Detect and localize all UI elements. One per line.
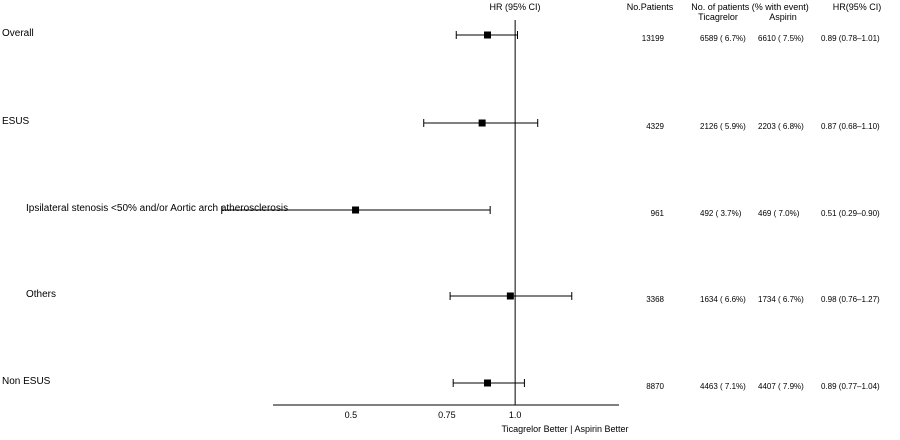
hr-point: [484, 31, 492, 39]
x-tick-label: 1.0: [509, 410, 522, 420]
hr-point: [506, 292, 514, 300]
row-label: Others: [26, 289, 56, 300]
row-label: ESUS: [2, 116, 30, 127]
x-tick-label: 0.5: [345, 410, 358, 420]
ticagrelor-value: 492 ( 3.7%): [700, 209, 742, 218]
hr-point: [352, 206, 360, 214]
row-label: Non ESUS: [2, 376, 51, 387]
n-patients-value: 3368: [646, 295, 664, 304]
hr-point: [484, 379, 492, 387]
forest-row: Ipsilateral stenosis <50% and/or Aortic …: [26, 203, 880, 218]
forest-row: Overall 13199 6589 ( 6.7%) 6610 ( 7.5%) 0.89…: [2, 28, 880, 43]
header-no-patients: No.Patients: [627, 2, 674, 12]
hr-ci-value: 0.89 (0.78–1.01): [821, 34, 880, 43]
rows-layer: Overall 13199 6589 ( 6.7%) 6610 ( 7.5%) 0.89…: [2, 28, 880, 391]
n-patients-value: 4329: [646, 122, 664, 131]
n-patients-value: 8870: [646, 382, 664, 391]
forest-row: ESUS 4329 2126 ( 5.9%) 2203 ( 6.8%) 0.87 (0.…: [2, 116, 880, 131]
x-ticks: 0.5 0.75 1.0: [345, 410, 522, 420]
hr-ci-value: 0.89 (0.77–1.04): [821, 382, 880, 391]
x-tick-label: 0.75: [438, 410, 456, 420]
ticagrelor-value: 1634 ( 6.6%): [700, 295, 746, 304]
header-events: No. of patients (% with event): [691, 2, 809, 12]
forest-row: Non ESUS 8870 4463 ( 7.1%) 4407 ( 7.9%) 0.89…: [2, 376, 880, 391]
aspirin-value: 6610 ( 7.5%): [758, 34, 804, 43]
n-patients-value: 13199: [642, 34, 665, 43]
header-hr-plot: HR (95% CI): [489, 2, 540, 12]
header-aspirin: Aspirin: [769, 12, 797, 22]
aspirin-value: 2203 ( 6.8%): [758, 122, 804, 131]
x-axis-caption: Ticagrelor Better | Aspirin Better: [501, 424, 628, 434]
hr-ci-value: 0.87 (0.68–1.10): [821, 122, 880, 131]
ticagrelor-value: 6589 ( 6.7%): [700, 34, 746, 43]
n-patients-value: 961: [651, 209, 665, 218]
ticagrelor-value: 4463 ( 7.1%): [700, 382, 746, 391]
aspirin-value: 1734 ( 6.7%): [758, 295, 804, 304]
aspirin-value: 469 ( 7.0%): [758, 209, 800, 218]
header-hr-ci: HR(95% CI): [833, 2, 882, 12]
hr-ci-value: 0.98 (0.76–1.27): [821, 295, 880, 304]
aspirin-value: 4407 ( 7.9%): [758, 382, 804, 391]
forest-row: Others 3368 1634 ( 6.6%) 1734 ( 6.7%) 0.98 (…: [26, 289, 880, 304]
row-label: Overall: [2, 28, 34, 39]
ticagrelor-value: 2126 ( 5.9%): [700, 122, 746, 131]
row-label: Ipsilateral stenosis <50% and/or Aortic …: [26, 203, 288, 214]
header-ticagrelor: Ticagrelor: [698, 12, 738, 22]
hr-ci-value: 0.51 (0.29–0.90): [821, 209, 880, 218]
hr-point: [478, 119, 486, 127]
